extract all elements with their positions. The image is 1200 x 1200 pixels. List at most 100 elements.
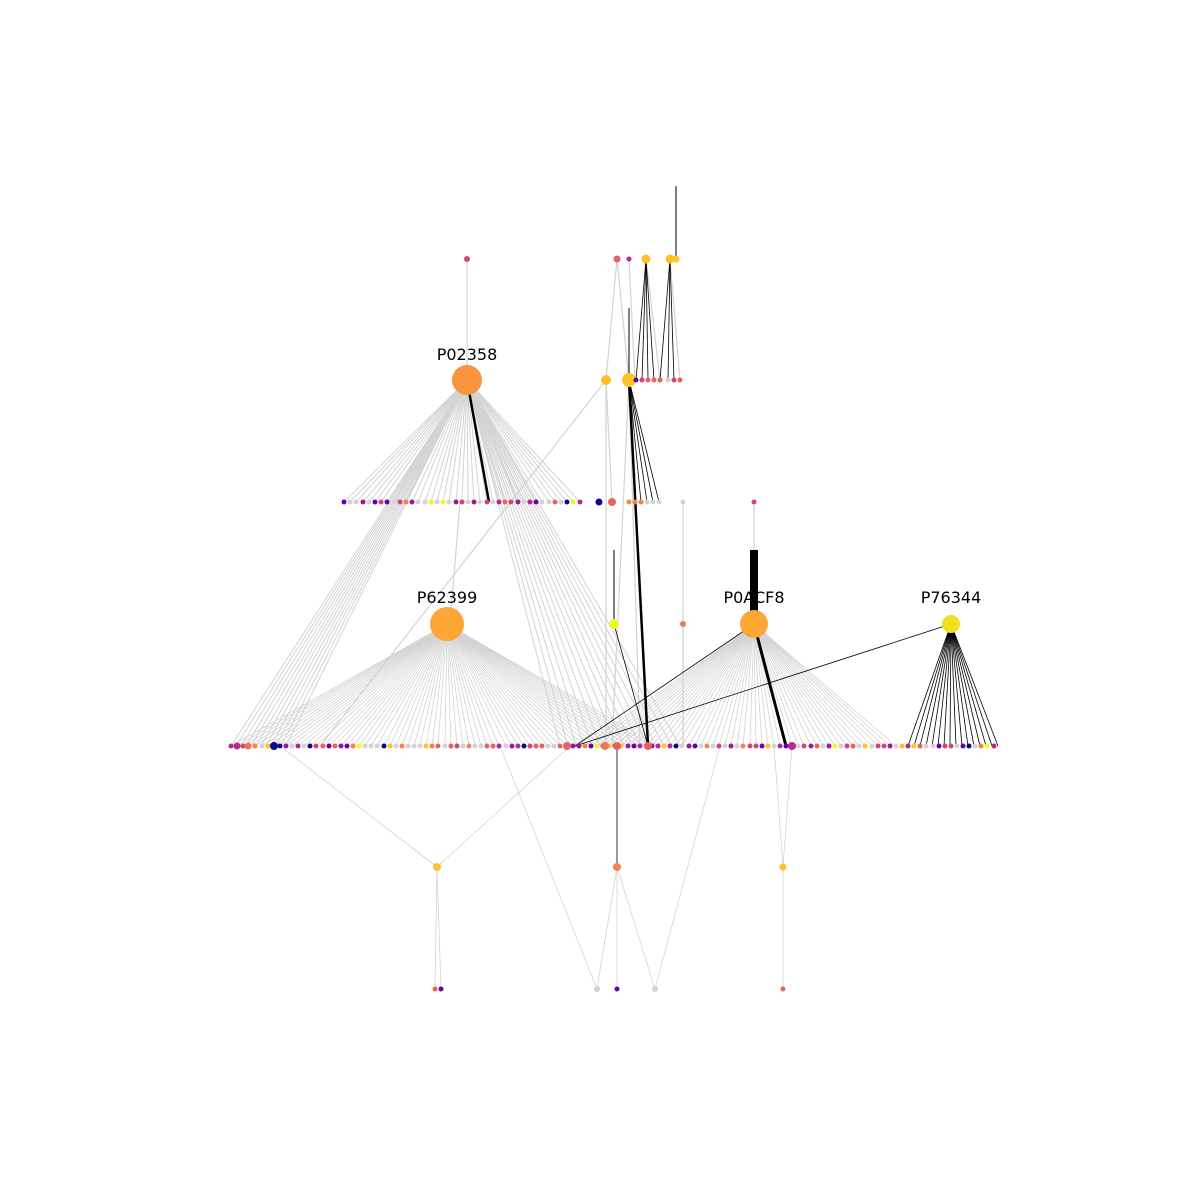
graph-node[interactable] bbox=[686, 743, 692, 749]
graph-node[interactable] bbox=[391, 499, 397, 505]
graph-node[interactable] bbox=[814, 743, 820, 749]
graph-node[interactable] bbox=[490, 743, 496, 749]
graph-node[interactable] bbox=[411, 743, 417, 749]
graph-node[interactable] bbox=[710, 743, 716, 749]
graph-node[interactable] bbox=[780, 986, 786, 992]
graph-node[interactable] bbox=[930, 743, 936, 749]
graph-node[interactable] bbox=[403, 499, 409, 505]
graph-node[interactable] bbox=[633, 377, 639, 383]
graph-node[interactable] bbox=[301, 743, 307, 749]
graph-node[interactable] bbox=[521, 499, 527, 505]
graph-node[interactable] bbox=[936, 743, 942, 749]
graph-node[interactable] bbox=[295, 743, 301, 749]
graph-node[interactable] bbox=[353, 499, 359, 505]
graph-node[interactable] bbox=[626, 499, 632, 505]
graph-node[interactable] bbox=[665, 377, 671, 383]
graph-node[interactable] bbox=[601, 375, 611, 385]
graph-node[interactable] bbox=[639, 377, 645, 383]
graph-node[interactable] bbox=[422, 499, 428, 505]
graph-node[interactable] bbox=[533, 499, 539, 505]
graph-node[interactable] bbox=[753, 743, 759, 749]
graph-node[interactable] bbox=[613, 863, 621, 871]
graph-node[interactable] bbox=[613, 255, 621, 263]
graph-node[interactable] bbox=[625, 743, 631, 749]
graph-node[interactable] bbox=[978, 743, 984, 749]
graph-node[interactable] bbox=[645, 377, 651, 383]
graph-node[interactable] bbox=[459, 499, 465, 505]
hub-node-P62399[interactable]: P62399 bbox=[417, 588, 478, 641]
graph-node[interactable] bbox=[338, 743, 344, 749]
graph-node[interactable] bbox=[442, 743, 448, 749]
graph-node[interactable] bbox=[440, 499, 446, 505]
graph-node[interactable] bbox=[954, 743, 960, 749]
graph-node[interactable] bbox=[557, 743, 563, 749]
graph-node[interactable] bbox=[546, 499, 552, 505]
graph-node[interactable] bbox=[661, 743, 667, 749]
graph-node[interactable] bbox=[747, 743, 753, 749]
graph-node[interactable] bbox=[917, 743, 923, 749]
graph-node[interactable] bbox=[622, 373, 636, 387]
graph-node[interactable] bbox=[360, 499, 366, 505]
graph-node[interactable] bbox=[771, 743, 777, 749]
graph-node[interactable] bbox=[588, 743, 594, 749]
graph-node[interactable] bbox=[464, 256, 470, 262]
graph-node[interactable] bbox=[509, 743, 515, 749]
graph-node[interactable] bbox=[362, 743, 368, 749]
graph-node[interactable] bbox=[326, 743, 332, 749]
graph-node[interactable] bbox=[527, 499, 533, 505]
graph-node[interactable] bbox=[356, 743, 362, 749]
graph-node[interactable] bbox=[826, 743, 832, 749]
graph-node[interactable] bbox=[638, 499, 644, 505]
graph-node[interactable] bbox=[893, 743, 899, 749]
graph-node[interactable] bbox=[244, 742, 252, 750]
graph-node[interactable] bbox=[655, 743, 661, 749]
graph-node[interactable] bbox=[734, 743, 740, 749]
graph-node[interactable] bbox=[313, 743, 319, 749]
graph-node[interactable] bbox=[838, 743, 844, 749]
graph-node[interactable] bbox=[656, 499, 662, 505]
graph-node[interactable] bbox=[672, 255, 680, 263]
graph-node[interactable] bbox=[545, 743, 551, 749]
graph-node[interactable] bbox=[515, 743, 521, 749]
graph-node[interactable] bbox=[862, 743, 868, 749]
graph-node[interactable] bbox=[644, 742, 652, 750]
graph-node[interactable] bbox=[657, 377, 663, 383]
graph-node[interactable] bbox=[594, 743, 600, 749]
graph-node[interactable] bbox=[680, 499, 686, 505]
graph-node[interactable] bbox=[347, 499, 353, 505]
graph-node[interactable] bbox=[551, 743, 557, 749]
graph-node[interactable] bbox=[911, 743, 917, 749]
graph-node[interactable] bbox=[372, 499, 378, 505]
graph-node[interactable] bbox=[801, 743, 807, 749]
graph-node[interactable] bbox=[783, 743, 789, 749]
graph-node[interactable] bbox=[942, 743, 948, 749]
graph-node[interactable] bbox=[984, 743, 990, 749]
graph-node[interactable] bbox=[265, 743, 271, 749]
graph-node[interactable] bbox=[477, 499, 483, 505]
graph-node[interactable] bbox=[366, 499, 372, 505]
graph-node[interactable] bbox=[960, 743, 966, 749]
graph-node[interactable] bbox=[632, 499, 638, 505]
graph-node[interactable] bbox=[471, 499, 477, 505]
graph-node[interactable] bbox=[644, 499, 650, 505]
graph-node[interactable] bbox=[460, 743, 466, 749]
graph-node[interactable] bbox=[429, 743, 435, 749]
graph-node[interactable] bbox=[759, 743, 765, 749]
graph-node[interactable] bbox=[399, 743, 405, 749]
graph-node[interactable] bbox=[417, 743, 423, 749]
graph-node[interactable] bbox=[667, 743, 673, 749]
graph-node[interactable] bbox=[626, 256, 632, 262]
graph-node[interactable] bbox=[679, 743, 685, 749]
graph-node[interactable] bbox=[795, 743, 801, 749]
graph-node[interactable] bbox=[434, 499, 440, 505]
graph-node[interactable] bbox=[277, 743, 283, 749]
graph-node[interactable] bbox=[270, 742, 278, 750]
graph-node[interactable] bbox=[637, 743, 643, 749]
graph-node[interactable] bbox=[374, 743, 380, 749]
graph-node[interactable] bbox=[496, 743, 502, 749]
graph-node[interactable] bbox=[844, 743, 850, 749]
graph-node[interactable] bbox=[875, 743, 881, 749]
graph-node[interactable] bbox=[503, 743, 509, 749]
graph-node[interactable] bbox=[808, 743, 814, 749]
graph-node[interactable] bbox=[289, 743, 295, 749]
